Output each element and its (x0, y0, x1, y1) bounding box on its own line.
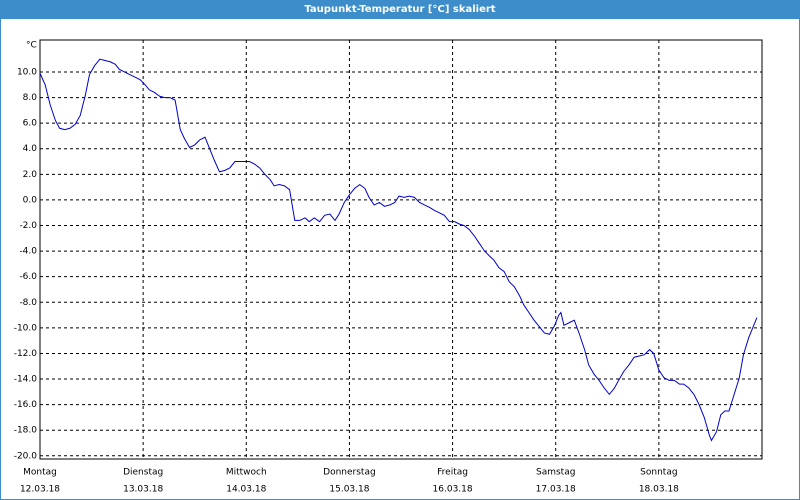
y-tick-label: -14.0 (14, 375, 38, 385)
y-tick-label: -6.0 (19, 272, 37, 282)
title-bar: Taupunkt-Temperatur [°C] skaliert (1, 1, 799, 19)
x-tick-label: Sonntag (640, 468, 677, 478)
data-line (39, 58, 758, 442)
x-tick-date: 12.03.18 (20, 485, 60, 495)
y-tick-label: -12.0 (14, 349, 38, 359)
y-tick-label: -16.0 (14, 400, 38, 410)
y-tick-label: -10.0 (14, 323, 38, 333)
x-tick-date: 15.03.18 (329, 485, 369, 495)
x-tick-label: Mittwoch (226, 468, 267, 478)
x-tick-date: 16.03.18 (433, 485, 473, 495)
x-tick-date: 14.03.18 (226, 485, 266, 495)
y-tick-label: 0.0 (23, 195, 38, 205)
x-tick-date: 17.03.18 (536, 485, 576, 495)
x-tick-label: Freitag (437, 468, 468, 478)
y-tick-label: -4.0 (19, 247, 37, 257)
x-tick-label: Montag (23, 468, 57, 478)
y-tick-label: 10.0 (17, 67, 37, 77)
x-tick-label: Dienstag (123, 468, 163, 478)
plot-frame (39, 39, 763, 460)
x-tick-date: 13.03.18 (123, 485, 163, 495)
y-unit: °C (26, 41, 37, 51)
x-tick-label: Donnerstag (323, 468, 376, 478)
x-tick-date: 18.03.18 (639, 485, 679, 495)
y-tick-label: -8.0 (19, 298, 37, 308)
y-tick-label: -20.0 (14, 451, 38, 461)
x-tick-label: Samstag (536, 468, 575, 478)
y-tick-label: -2.0 (19, 221, 37, 231)
y-tick-label: 6.0 (23, 119, 38, 129)
y-tick-label: -18.0 (14, 426, 38, 436)
y-tick-label: 8.0 (23, 93, 38, 103)
y-tick-label: 2.0 (23, 170, 38, 180)
y-tick-label: 4.0 (23, 144, 38, 154)
